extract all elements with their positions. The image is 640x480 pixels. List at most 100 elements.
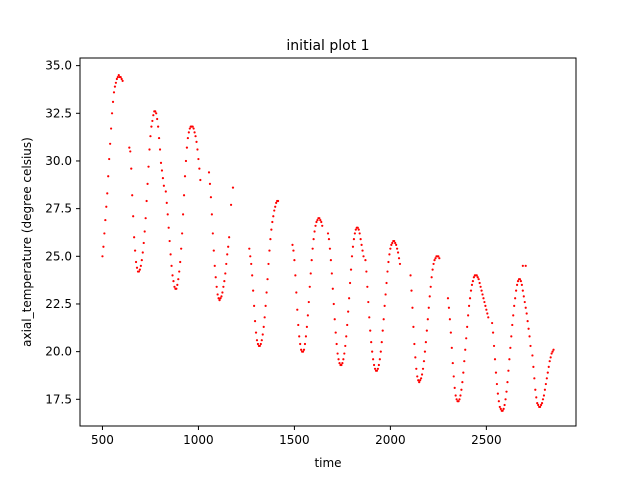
data-point xyxy=(472,276,475,279)
data-point xyxy=(481,293,484,296)
data-point xyxy=(291,243,294,246)
data-point xyxy=(492,344,496,348)
data-point xyxy=(224,272,227,275)
data-point xyxy=(146,182,149,185)
data-point xyxy=(103,232,106,235)
data-point xyxy=(470,283,474,286)
data-point xyxy=(110,112,114,115)
data-point xyxy=(221,291,224,294)
data-point xyxy=(478,281,481,285)
data-point xyxy=(528,335,531,338)
data-point xyxy=(376,367,380,370)
data-point xyxy=(249,255,252,258)
data-point xyxy=(394,241,397,245)
data-point xyxy=(251,274,254,277)
data-point xyxy=(275,201,278,205)
data-point xyxy=(173,285,176,288)
data-point xyxy=(177,278,180,281)
data-point xyxy=(296,308,299,311)
data-point xyxy=(518,278,522,281)
data-point xyxy=(120,77,123,81)
data-point xyxy=(143,230,146,233)
data-point xyxy=(321,224,324,227)
data-point xyxy=(398,262,402,266)
data-point xyxy=(547,365,550,368)
data-point xyxy=(545,377,548,380)
data-point xyxy=(496,392,499,395)
data-point xyxy=(410,289,413,292)
data-point xyxy=(271,220,274,224)
data-point xyxy=(447,306,451,309)
data-point xyxy=(327,238,331,241)
data-point xyxy=(454,394,457,397)
data-point xyxy=(362,255,365,258)
data-point xyxy=(109,142,112,145)
data-point xyxy=(375,369,379,372)
data-point xyxy=(253,304,256,307)
data-point xyxy=(215,285,218,288)
data-point xyxy=(450,346,453,349)
data-point xyxy=(145,199,148,203)
data-point xyxy=(519,279,523,283)
data-point xyxy=(335,342,338,346)
data-point xyxy=(546,371,549,374)
data-point xyxy=(520,283,523,286)
data-point xyxy=(552,348,555,351)
data-point xyxy=(343,352,346,355)
data-point xyxy=(117,74,120,77)
data-point xyxy=(504,398,507,401)
data-point xyxy=(102,245,105,248)
data-point xyxy=(181,232,184,235)
data-point xyxy=(148,148,151,151)
data-point xyxy=(350,255,354,258)
data-point xyxy=(467,314,470,317)
scatter-series xyxy=(101,74,555,412)
data-point xyxy=(191,125,194,128)
data-point xyxy=(526,320,529,323)
data-point xyxy=(332,302,335,306)
data-point xyxy=(533,377,536,380)
data-point xyxy=(155,112,158,115)
data-point xyxy=(165,201,168,205)
data-point xyxy=(156,117,159,121)
data-point xyxy=(386,270,389,273)
data-point xyxy=(158,148,162,151)
data-point xyxy=(508,358,511,361)
data-point xyxy=(318,217,321,220)
data-point xyxy=(422,360,426,363)
data-point xyxy=(128,146,131,149)
data-point xyxy=(309,272,312,275)
data-point xyxy=(484,304,487,307)
data-point xyxy=(515,289,518,292)
data-point xyxy=(268,249,271,252)
data-point xyxy=(380,341,383,344)
data-point xyxy=(498,405,501,409)
data-point xyxy=(220,295,223,298)
data-point xyxy=(193,131,196,134)
data-point xyxy=(356,226,359,229)
data-point xyxy=(529,344,532,348)
data-point xyxy=(390,243,393,246)
data-point xyxy=(267,262,270,266)
data-point xyxy=(351,245,355,248)
data-point xyxy=(331,287,334,290)
x-axis-label: time xyxy=(314,456,341,470)
data-point xyxy=(476,276,479,279)
data-point xyxy=(433,259,436,262)
data-point xyxy=(214,276,217,279)
data-point xyxy=(539,405,542,409)
data-point xyxy=(397,257,401,260)
data-point xyxy=(175,287,178,290)
data-point xyxy=(429,285,432,288)
data-point xyxy=(213,264,216,267)
data-point xyxy=(336,352,339,355)
data-point xyxy=(369,329,372,332)
data-point xyxy=(114,81,117,84)
data-point xyxy=(147,165,150,168)
data-point xyxy=(256,342,260,346)
data-point xyxy=(461,381,464,384)
data-point xyxy=(182,194,186,197)
data-point xyxy=(250,262,253,266)
data-point xyxy=(467,304,471,307)
